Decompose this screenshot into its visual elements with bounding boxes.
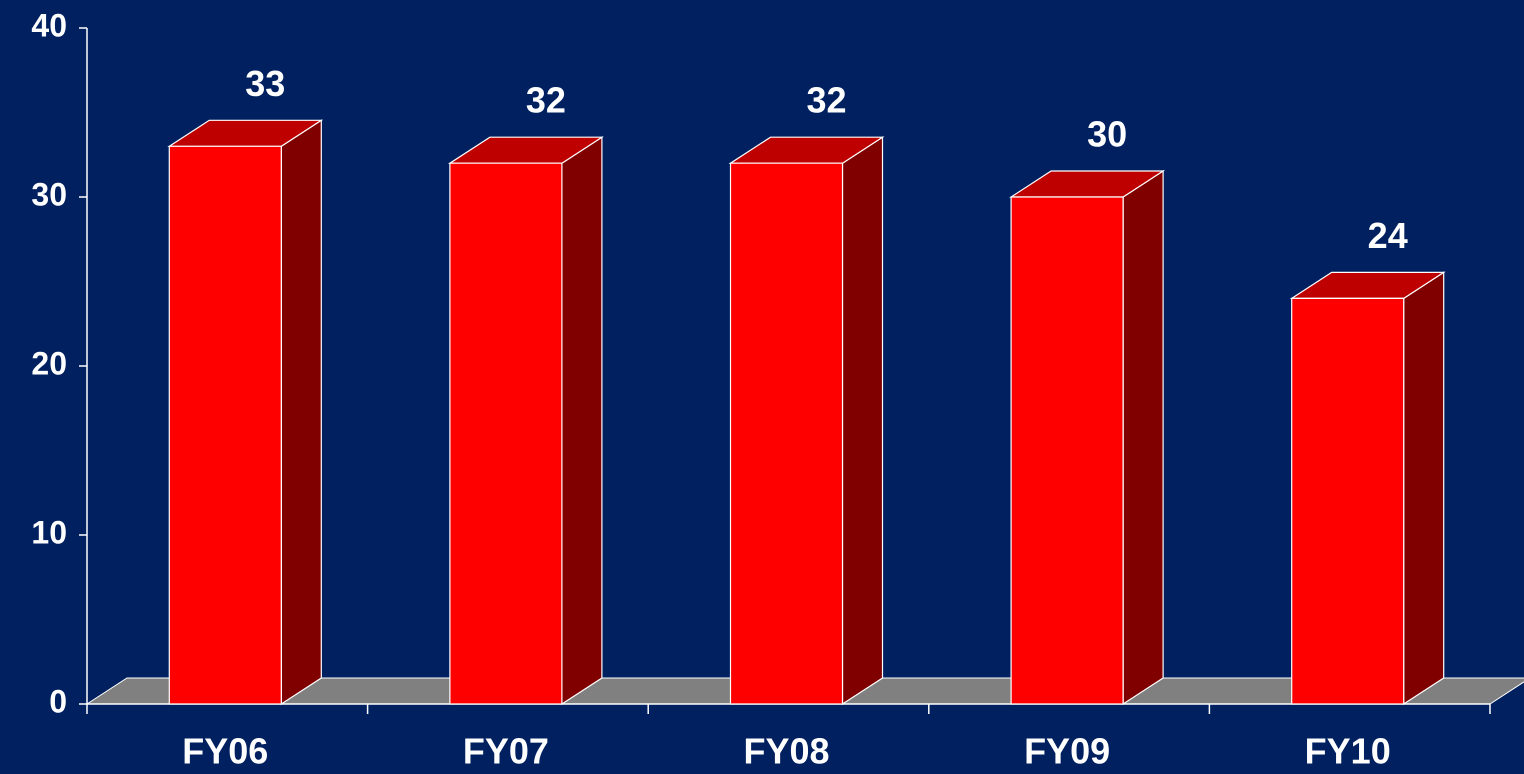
bar bbox=[728, 136, 885, 706]
y-tick-label: 0 bbox=[49, 683, 67, 719]
bar bbox=[167, 119, 324, 706]
bar-front bbox=[449, 162, 563, 705]
value-label: 32 bbox=[806, 80, 846, 121]
x-tick-label: FY10 bbox=[1305, 731, 1391, 772]
x-tick-label: FY06 bbox=[182, 731, 268, 772]
bar-side bbox=[1122, 169, 1164, 706]
bar bbox=[447, 136, 604, 706]
y-tick-label: 20 bbox=[31, 345, 67, 381]
x-tick-label: FY09 bbox=[1024, 731, 1110, 772]
y-tick-label: 10 bbox=[31, 514, 67, 550]
value-label: 24 bbox=[1368, 215, 1408, 256]
bar-side bbox=[841, 136, 884, 706]
bar-side bbox=[561, 136, 603, 706]
value-label: 33 bbox=[245, 63, 285, 104]
bar bbox=[1009, 169, 1166, 706]
value-label: 30 bbox=[1087, 114, 1127, 155]
y-tick-label: 40 bbox=[31, 7, 67, 43]
x-tick-label: FY08 bbox=[743, 731, 829, 772]
bar-side bbox=[280, 119, 322, 706]
bar bbox=[1289, 271, 1446, 706]
y-tick-label: 30 bbox=[31, 176, 67, 212]
bar-front bbox=[1291, 297, 1405, 705]
x-tick-label: FY07 bbox=[463, 731, 549, 772]
bar-front bbox=[1010, 196, 1124, 705]
bar-front bbox=[729, 162, 844, 705]
bar-side bbox=[1403, 271, 1445, 706]
bar-front bbox=[168, 145, 282, 705]
value-label: 32 bbox=[526, 80, 566, 121]
